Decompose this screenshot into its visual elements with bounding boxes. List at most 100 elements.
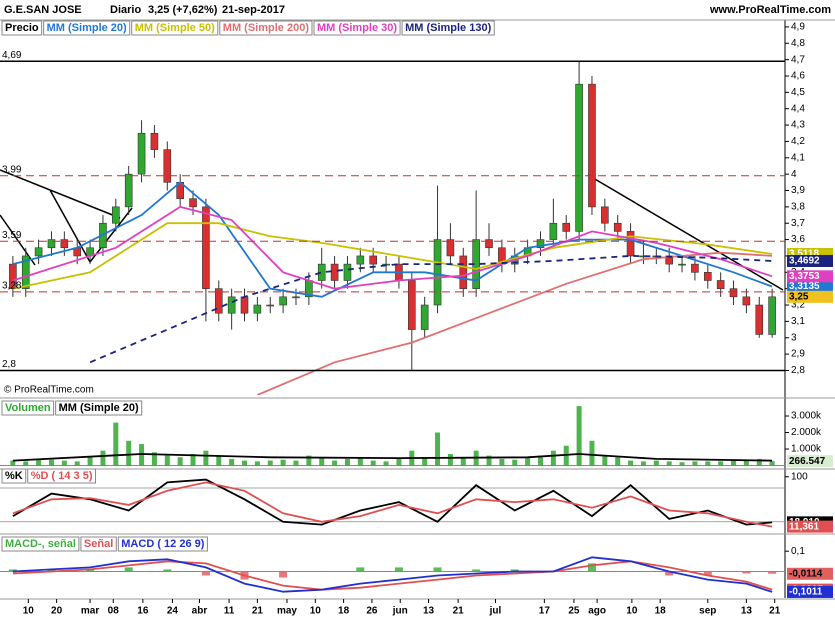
bar bbox=[87, 457, 93, 466]
bar bbox=[36, 458, 42, 466]
y-tick-label: 4,9 bbox=[791, 22, 805, 33]
y-tick-label: 4,7 bbox=[791, 54, 805, 65]
candle-body bbox=[678, 263, 686, 266]
x-tick-label: ago bbox=[588, 606, 606, 617]
bar bbox=[344, 458, 350, 466]
series-line bbox=[12, 556, 773, 593]
candle-body bbox=[626, 231, 635, 257]
legend-box bbox=[219, 20, 313, 36]
y-tick-label: 2.000k bbox=[791, 427, 822, 438]
legend-box bbox=[1, 400, 55, 416]
x-tick-label: 10 bbox=[626, 606, 638, 617]
bar bbox=[242, 460, 248, 466]
bar bbox=[743, 459, 749, 466]
plot-area bbox=[0, 406, 785, 467]
legend-entry: Volumen bbox=[5, 402, 51, 414]
value-tag bbox=[787, 455, 833, 468]
x-tick-label: 21 bbox=[453, 606, 465, 617]
trend-line bbox=[49, 189, 91, 263]
bar bbox=[628, 460, 634, 466]
candle-body bbox=[214, 288, 223, 314]
legend-box bbox=[131, 20, 219, 36]
x-tick-label: 21 bbox=[252, 606, 264, 617]
bar bbox=[177, 457, 183, 466]
candle-body bbox=[768, 296, 776, 335]
bar bbox=[433, 567, 442, 572]
bar bbox=[666, 461, 672, 466]
series-line bbox=[89, 254, 773, 364]
bar bbox=[653, 460, 659, 466]
level-label: 2,8 bbox=[2, 359, 16, 370]
legend-entry: %K bbox=[5, 470, 23, 482]
y-tick-label: 3,1 bbox=[791, 316, 805, 327]
value-tag-label: 3,4692 bbox=[789, 256, 820, 267]
x-tick-label: sep bbox=[699, 606, 716, 617]
value-tag-label: 3,3753 bbox=[789, 271, 820, 282]
candle-body bbox=[703, 272, 712, 281]
value-tag-label: 3,3135 bbox=[789, 281, 820, 292]
bar bbox=[703, 571, 712, 576]
bar bbox=[190, 453, 196, 466]
bar bbox=[705, 461, 711, 466]
candle-body bbox=[485, 239, 493, 249]
bar bbox=[254, 461, 260, 466]
x-tick-label: mar bbox=[81, 606, 99, 617]
candle-body bbox=[21, 255, 30, 289]
bar bbox=[124, 567, 133, 572]
series-line bbox=[12, 181, 773, 298]
bar bbox=[306, 455, 312, 466]
candle-body bbox=[189, 198, 197, 208]
trend-line bbox=[587, 174, 784, 291]
bar bbox=[769, 461, 775, 466]
bar bbox=[602, 455, 608, 466]
value-tag-label: 11,361 bbox=[789, 521, 819, 532]
bar bbox=[126, 440, 132, 466]
bar bbox=[525, 457, 531, 466]
value-tag-label: 3,25 bbox=[789, 291, 809, 302]
bar bbox=[203, 450, 209, 466]
x-tick-label: 25 bbox=[568, 606, 580, 617]
bar bbox=[279, 571, 288, 578]
bar bbox=[23, 461, 29, 466]
legend-entry: MACD-, señal bbox=[5, 538, 76, 550]
bar bbox=[718, 461, 724, 466]
bar bbox=[113, 422, 119, 466]
bar bbox=[357, 458, 363, 466]
y-tick-label: 0,1 bbox=[791, 546, 805, 557]
value-tag-label: -0,0114 bbox=[789, 568, 823, 579]
bar bbox=[679, 462, 685, 466]
candle-body bbox=[613, 222, 622, 232]
legend-entry: MACD ( 12 26 9) bbox=[121, 538, 204, 550]
candle-body bbox=[691, 263, 699, 273]
bar bbox=[550, 450, 556, 466]
bar bbox=[435, 432, 441, 466]
legend-entry: MM (Simple 30) bbox=[317, 22, 397, 34]
legend-entry: MM (Simple 20) bbox=[59, 402, 139, 414]
candle-body bbox=[755, 304, 764, 335]
y-tick-label: 3,7 bbox=[791, 218, 805, 229]
bar bbox=[394, 567, 403, 572]
bar bbox=[61, 460, 67, 466]
y-tick-label: 1.000k bbox=[791, 444, 822, 455]
series-line bbox=[12, 453, 773, 462]
y-tick-label: 3.000k bbox=[791, 411, 822, 422]
chart-title: G.E.SAN JOSE bbox=[4, 4, 82, 16]
y-tick-label: 3,6 bbox=[791, 234, 805, 245]
bar bbox=[370, 460, 376, 466]
bar bbox=[615, 457, 621, 466]
candle-body bbox=[9, 263, 17, 289]
legend-box bbox=[1, 468, 27, 484]
x-tick-label: 26 bbox=[366, 606, 378, 617]
candle-body bbox=[124, 173, 133, 208]
legend-box bbox=[80, 536, 117, 552]
bar bbox=[396, 458, 402, 466]
y-tick-label: 3,2 bbox=[791, 300, 805, 311]
y-tick-label: 2,8 bbox=[791, 365, 805, 376]
site: www.ProRealTime.com bbox=[709, 4, 831, 16]
y-tick-label: 3,8 bbox=[791, 202, 805, 213]
candle-body bbox=[292, 296, 300, 299]
copyright: © ProRealTime.com bbox=[4, 385, 94, 396]
legend-box bbox=[27, 468, 96, 484]
bar bbox=[447, 453, 453, 466]
